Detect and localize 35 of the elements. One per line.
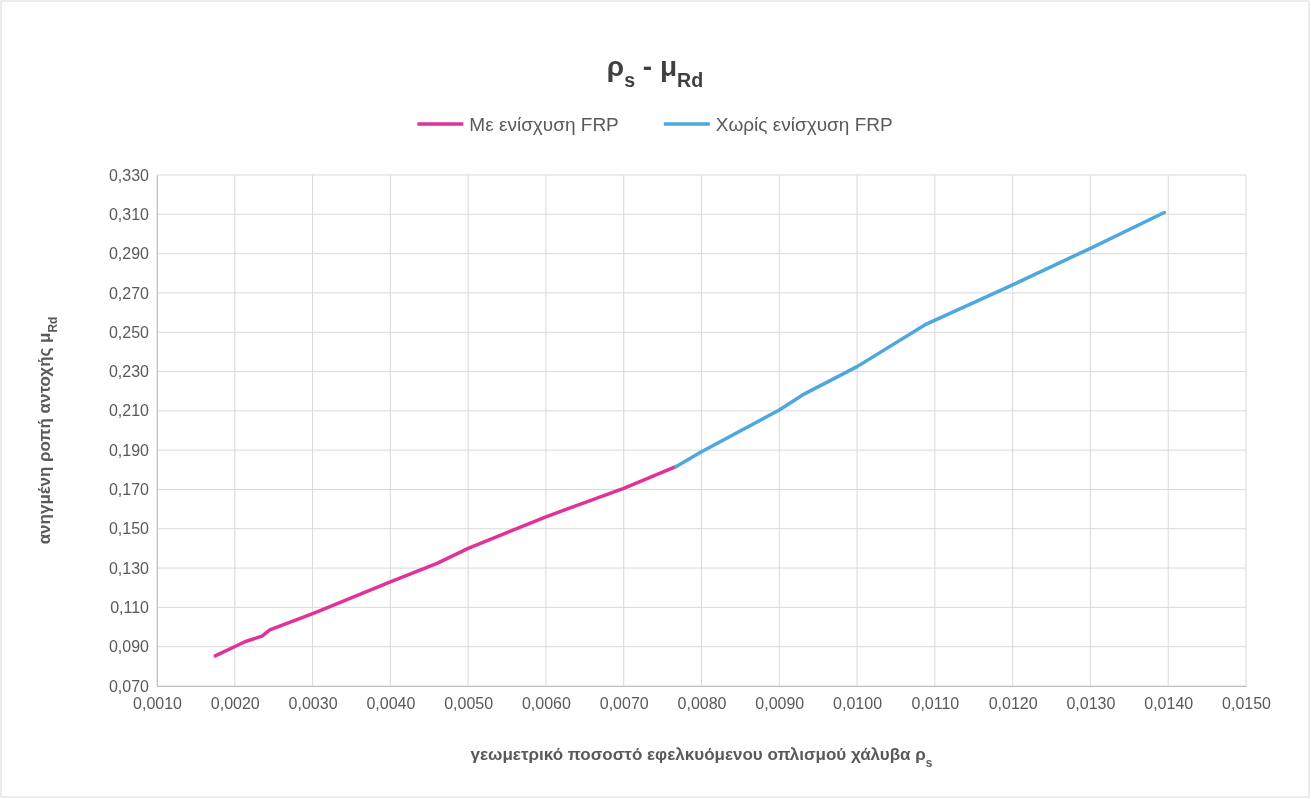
x-axis-title: γεωμετρικό ποσοστό εφελκυόμενου οπλισμού χάλυβα ρ$_{s}$ — [470, 745, 933, 770]
y-tick-label: 0,150 — [108, 520, 150, 538]
y-tick-label: 0,230 — [108, 363, 150, 381]
x-tick-label: 0,0080 — [677, 695, 727, 713]
x-tick-label: 0,0100 — [833, 695, 883, 713]
line-series — [213, 464, 678, 658]
y-tick-label: 0,190 — [108, 441, 150, 459]
y-tick-label: 0,250 — [108, 323, 150, 341]
x-tick-label: 0,0070 — [599, 695, 649, 713]
chart-title: ρ$_{s}$ - μ$_{Rd}$ — [606, 51, 704, 91]
y-tick-label: 0,330 — [108, 166, 150, 184]
y-tick-label: 0,130 — [108, 559, 150, 577]
x-tick-label: 0,0150 — [1222, 695, 1272, 713]
y-tick-label: 0,210 — [108, 402, 150, 420]
x-tick-label: 0,0140 — [1144, 695, 1194, 713]
x-tick-label: 0,0060 — [521, 695, 571, 713]
y-tick-label: 0,110 — [110, 599, 150, 616]
legend-label: Με ενίσχυση FRP — [469, 114, 619, 135]
x-tick-label: 0,0090 — [755, 695, 805, 713]
x-tick-label: 0,0120 — [988, 695, 1038, 713]
y-tick-label: 0,290 — [108, 245, 150, 263]
x-tick-label: 0,0020 — [210, 695, 260, 713]
x-tick-label: 0,0040 — [366, 695, 416, 713]
x-tick-label: 0,0050 — [444, 695, 494, 713]
y-tick-label: 0,070 — [108, 677, 150, 695]
line-series — [674, 210, 1167, 469]
y-tick-label: 0,090 — [108, 638, 150, 656]
y-tick-label: 0,310 — [108, 205, 150, 223]
x-tick-label: 0,0030 — [288, 695, 338, 713]
x-tick-label: 0,0130 — [1066, 695, 1116, 713]
y-tick-label: 0,270 — [108, 284, 150, 302]
y-tick-label: 0,170 — [108, 481, 150, 499]
x-tick-label: 0,0110 — [911, 695, 960, 713]
legend-label: Χωρίς ενίσχυση FRP — [715, 114, 893, 135]
x-tick-label: 0,0010 — [133, 695, 183, 713]
